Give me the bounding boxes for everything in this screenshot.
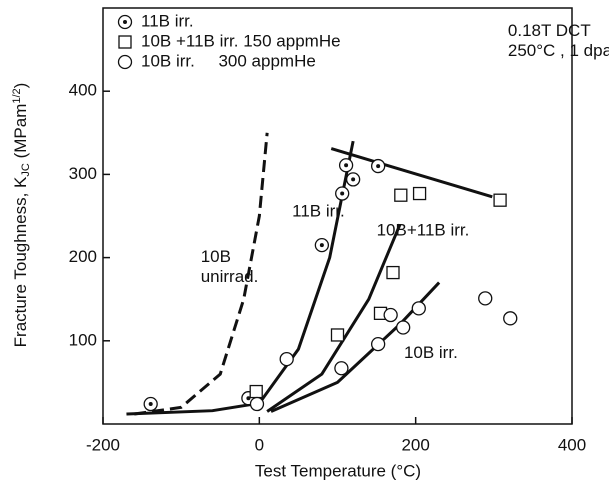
data-point	[370, 336, 386, 352]
annotation: 250°C , 1 dpa	[508, 41, 609, 60]
data-point-ring	[370, 336, 386, 352]
fit-curve	[266, 223, 402, 413]
data-point-ring	[503, 311, 518, 326]
annotation: 10B+11B irr.	[377, 220, 470, 239]
data-point-ring	[478, 291, 493, 306]
data-point-dot	[344, 163, 349, 168]
data-point-dot	[319, 243, 324, 248]
x-tick-label: 0	[255, 435, 264, 454]
data-point	[383, 307, 398, 323]
data-point	[386, 265, 400, 280]
legend-label: 10B irr. 300 appmHe	[141, 51, 316, 70]
data-point-dot	[376, 164, 381, 169]
y-label-unit: (MPam	[11, 104, 30, 164]
x-tick-label: 200	[401, 435, 429, 454]
data-point	[412, 186, 427, 201]
fit-curve	[126, 140, 355, 416]
y-label-sub: JC	[20, 163, 32, 177]
data-point	[345, 172, 361, 187]
data-point-dot	[351, 177, 356, 182]
data-point	[478, 291, 493, 306]
data-point	[330, 328, 345, 342]
data-point	[338, 158, 354, 173]
annotation: 10B	[201, 247, 231, 266]
y-tick-label: 300	[69, 164, 97, 183]
data-point	[249, 396, 265, 412]
data-point	[370, 158, 386, 174]
y-label-sup: 1/2	[11, 88, 23, 103]
x-axis-label: Test Temperature (°C)	[255, 461, 421, 480]
data-point-ring	[396, 320, 411, 335]
data-point-dot	[148, 402, 153, 407]
y-tick-label: 200	[69, 247, 97, 266]
data-point	[493, 193, 507, 207]
data-point-ring	[249, 396, 265, 412]
annotation: 0.18T DCT	[508, 21, 591, 40]
data-point-ring	[334, 361, 349, 376]
legend-label: 11B irr.	[141, 11, 194, 30]
x-tick-label: -200	[86, 435, 120, 454]
data-point-ring	[411, 301, 426, 316]
legend-marker-ring	[117, 54, 133, 70]
data-point	[314, 237, 330, 253]
data-point	[143, 396, 158, 412]
y-label-main: Fracture Toughness, K	[11, 176, 30, 347]
legend-marker-dot	[123, 20, 127, 24]
fit-curve	[134, 132, 269, 416]
data-point	[503, 311, 518, 326]
annotation: unirrad.	[201, 267, 259, 286]
legend-marker	[117, 54, 133, 70]
annotation: 11B irr.	[292, 201, 345, 220]
data-point	[334, 361, 349, 376]
y-tick-label: 100	[69, 330, 97, 349]
annotation: 10B irr.	[404, 343, 458, 362]
data-point	[396, 320, 411, 335]
y-axis-label: Fracture Toughness, KJC (MPam1/2)	[11, 83, 32, 348]
data-point	[335, 186, 350, 201]
legend-marker	[117, 14, 133, 30]
plot-frame	[102, 7, 573, 425]
data-point-ring	[279, 351, 294, 367]
data-point	[394, 188, 408, 202]
y-tick-label: 400	[69, 81, 97, 100]
y-label-end: )	[11, 83, 30, 89]
data-point	[411, 301, 426, 316]
data-point-dot	[246, 396, 251, 401]
data-point-ring	[383, 307, 398, 323]
data-point-dot	[340, 191, 345, 196]
data-point	[279, 351, 294, 367]
fit-curve	[330, 147, 493, 199]
legend-marker	[118, 35, 132, 49]
data-point	[249, 384, 263, 399]
legend-label: 10B +11B irr. 150 appmHe	[141, 31, 341, 50]
x-tick-label: 400	[558, 435, 586, 454]
